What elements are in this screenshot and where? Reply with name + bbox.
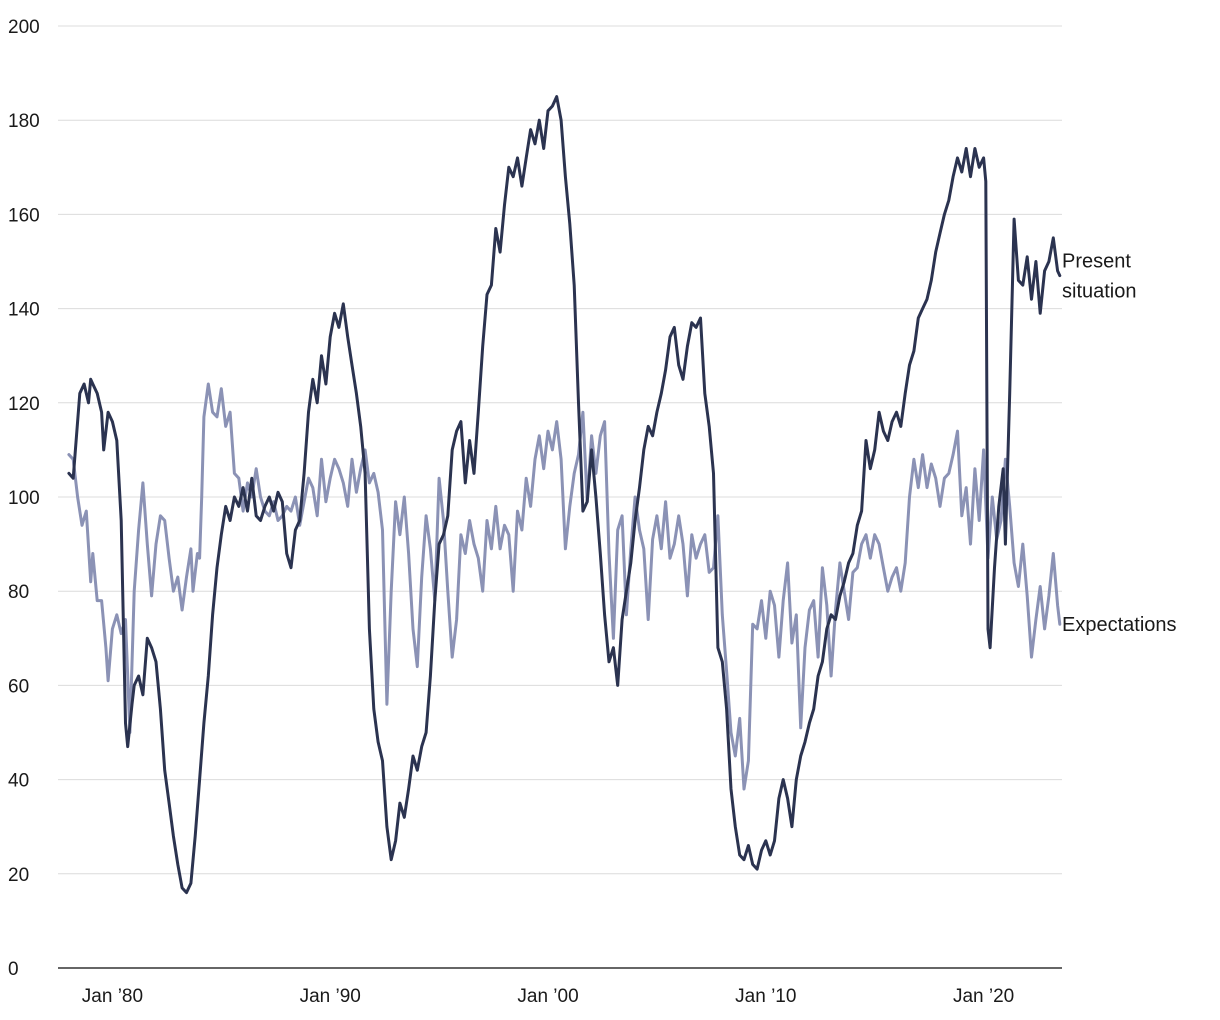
x-tick-label: Jan ’90 xyxy=(300,986,361,1007)
y-tick-label: 160 xyxy=(8,205,40,226)
y-tick-label: 20 xyxy=(8,865,29,886)
y-axis-ticks: 0 20 40 60 80 100 120 140 160 180 200 xyxy=(8,17,40,980)
y-tick-label: 100 xyxy=(8,488,40,509)
series-label-expectations: Expectations xyxy=(1062,614,1177,636)
y-tick-label: 120 xyxy=(8,394,40,415)
x-tick-label: Jan ’20 xyxy=(953,986,1014,1007)
x-tick-label: Jan ’10 xyxy=(735,986,796,1007)
series-line-expectations xyxy=(67,382,1062,791)
y-tick-label: 180 xyxy=(8,111,40,132)
series-label-present-situation: Present situation xyxy=(1062,251,1137,303)
y-tick-label: 80 xyxy=(8,582,29,603)
y-tick-label: 40 xyxy=(8,771,29,792)
y-tick-label: 200 xyxy=(8,17,40,38)
x-axis-ticks: Jan ’80 Jan ’90 Jan ’00 Jan ’10 Jan ’20 xyxy=(82,986,1014,1007)
x-tick-label: Jan ’80 xyxy=(82,986,143,1007)
y-tick-label: 140 xyxy=(8,300,40,321)
y-tick-label: 60 xyxy=(8,676,29,697)
series-lines xyxy=(67,95,1062,895)
series-line-present-situation xyxy=(67,95,1062,895)
x-tick-label: Jan ’00 xyxy=(517,986,578,1007)
series-labels: Expectations Present situation xyxy=(1062,251,1177,637)
y-tick-label: 0 xyxy=(8,959,19,980)
